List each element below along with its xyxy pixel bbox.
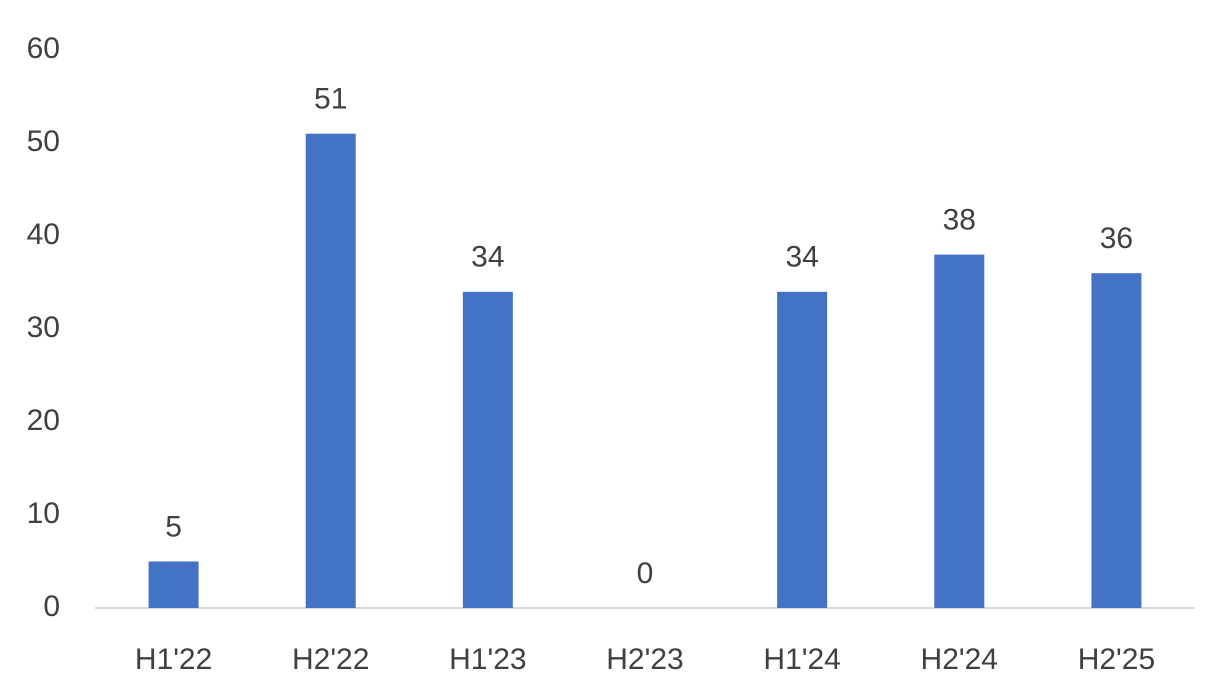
y-tick-label: 60	[27, 32, 60, 65]
bar	[462, 291, 513, 608]
bar	[934, 254, 985, 608]
y-tick-label: 10	[27, 497, 60, 530]
data-label: 34	[471, 241, 504, 274]
y-tick-label: 50	[27, 125, 60, 158]
y-tick-label: 0	[43, 590, 60, 623]
data-label: 0	[637, 557, 654, 590]
x-tick-label: H1'22	[135, 643, 212, 676]
data-label: 36	[1100, 222, 1133, 255]
data-label: 38	[943, 204, 976, 237]
x-tick-label: H2'22	[292, 643, 369, 676]
x-tick-label: H1'24	[763, 643, 840, 676]
data-label: 34	[785, 241, 818, 274]
data-label: 5	[165, 510, 182, 543]
bar	[777, 291, 828, 608]
bar	[305, 133, 356, 608]
y-tick-label: 30	[27, 311, 60, 344]
x-tick-label: H2'24	[921, 643, 998, 676]
data-label: 51	[314, 83, 347, 116]
y-tick-label: 40	[27, 218, 60, 251]
bar	[1091, 273, 1142, 608]
x-tick-label: H2'25	[1078, 643, 1155, 676]
y-tick-label: 20	[27, 404, 60, 437]
bar	[148, 561, 199, 608]
x-tick-label: H2'23	[606, 643, 683, 676]
x-tick-label: H1'23	[449, 643, 526, 676]
